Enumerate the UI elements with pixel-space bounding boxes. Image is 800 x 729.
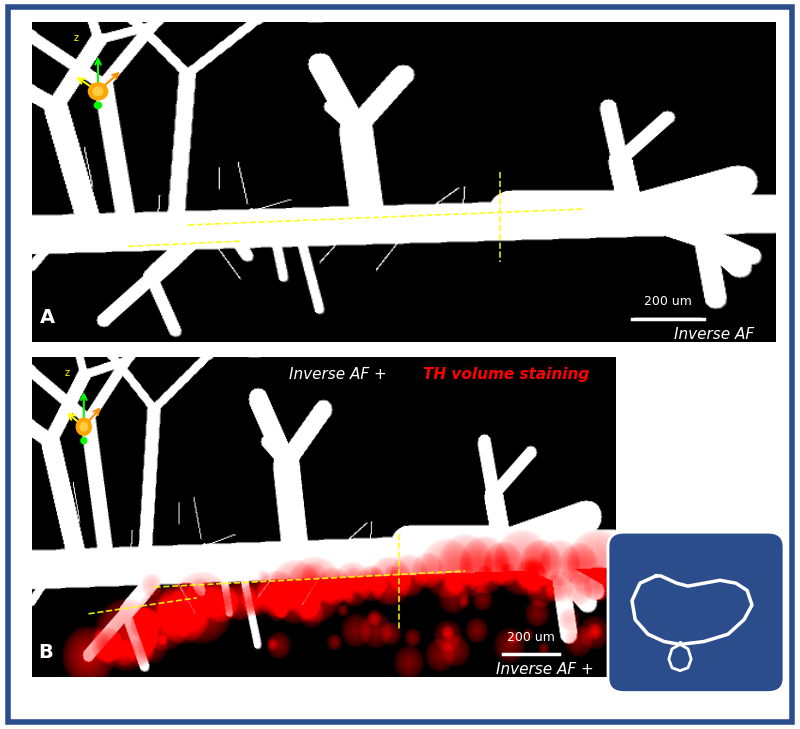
FancyBboxPatch shape [608, 532, 784, 693]
Text: 200 um: 200 um [507, 631, 555, 644]
Text: Inverse AF: Inverse AF [674, 327, 754, 342]
Text: A: A [39, 308, 54, 327]
Circle shape [94, 87, 102, 95]
Text: z: z [74, 33, 79, 43]
Circle shape [80, 422, 87, 431]
Text: TH volume staining: TH volume staining [423, 367, 590, 382]
Text: 200 um: 200 um [644, 295, 692, 308]
Text: Inverse AF +: Inverse AF + [496, 662, 598, 677]
Circle shape [76, 418, 91, 435]
Circle shape [94, 102, 102, 109]
Text: Inverse AF +: Inverse AF + [289, 367, 391, 382]
Text: z: z [65, 368, 70, 378]
Circle shape [89, 83, 108, 100]
Circle shape [81, 437, 86, 444]
Text: B: B [38, 643, 53, 662]
